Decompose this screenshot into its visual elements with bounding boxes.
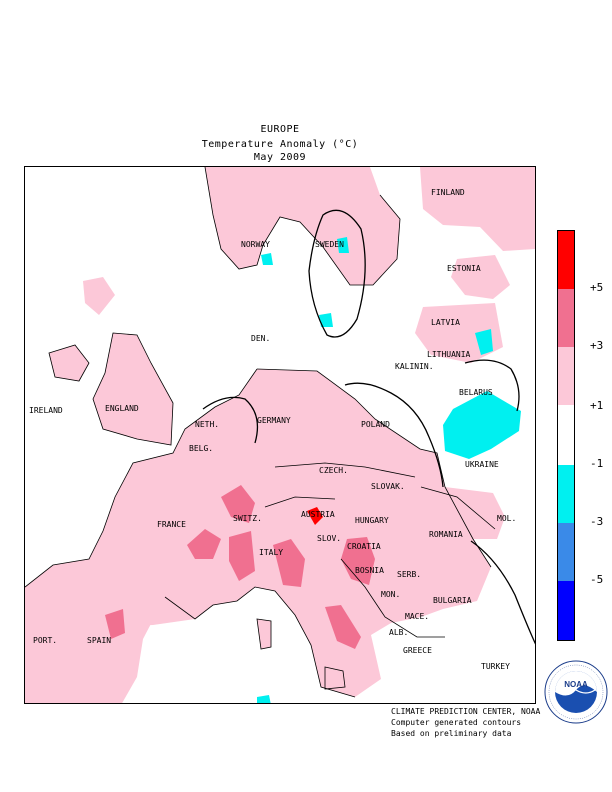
label-hungary: HUNGARY: [355, 516, 389, 525]
map-period: May 2009: [253, 152, 307, 163]
southern-france-hot-area: [187, 529, 221, 559]
belarus-ukraine-cold-area: [443, 391, 521, 459]
lithuania-cold-area: [475, 329, 493, 355]
label-sweden: SWEDEN: [315, 240, 344, 249]
spain-hot-area: [105, 609, 125, 639]
sicily-warm-area: [325, 667, 345, 689]
central-europe-contour: [344, 382, 444, 488]
legend-tick-plus3: +3: [590, 339, 604, 352]
label-bulgaria: BULGARIA: [433, 596, 472, 605]
label-mon: MON.: [381, 590, 401, 599]
label-mol: MOL.: [497, 514, 517, 523]
scandinavia-warm-area: [205, 167, 400, 285]
anomaly-map: FINLAND NORWAY SWEDEN ESTONIA LATVIA LIT…: [24, 166, 536, 704]
label-austria: AUSTRIA: [301, 510, 335, 519]
label-romania: ROMANIA: [429, 530, 463, 539]
finland-warm-area: [420, 167, 535, 251]
sardinia-warm-area: [257, 619, 271, 649]
benelux-contour: [202, 396, 259, 444]
norway-cold-area: [261, 253, 273, 265]
balkans-hot-area: [341, 537, 375, 585]
label-czech: CZECH.: [319, 466, 348, 475]
legend-swatch-above-5: [558, 231, 574, 289]
legend-swatch-neutral: [558, 405, 574, 465]
label-neth: NETH.: [195, 420, 220, 429]
label-greece: GREECE: [403, 646, 432, 655]
label-finland: FINLAND: [431, 188, 465, 197]
ireland-warm-area: [49, 345, 89, 381]
label-port: PORT.: [33, 636, 58, 645]
label-slovak: SLOVAK.: [371, 482, 405, 491]
label-england: ENGLAND: [105, 404, 139, 413]
label-spain: SPAIN: [87, 636, 112, 645]
black-sea-contour: [470, 540, 535, 645]
label-mace: MACE.: [405, 612, 430, 621]
legend-tick-minus1: -1: [590, 457, 604, 470]
label-bosnia: BOSNIA: [355, 566, 384, 575]
label-alb: ALB.: [389, 628, 409, 637]
sweden-contour: [308, 209, 366, 338]
britain-warm-area: [93, 333, 173, 445]
iberia-warm-area: [25, 567, 165, 703]
map-title: EUROPE: [260, 124, 300, 135]
label-croatia: CROATIA: [347, 542, 381, 551]
map-subtitle: Temperature Anomaly (°C): [201, 139, 359, 150]
estonia-warm-area: [451, 255, 510, 299]
label-turkey: TURKEY: [481, 662, 510, 671]
label-norway: NORWAY: [241, 240, 270, 249]
legend-tick-minus3: -3: [590, 515, 604, 528]
label-ireland: IRELAND: [29, 406, 63, 415]
hot-anomaly-areas: [105, 485, 375, 649]
legend-tick-plus5: +5: [590, 281, 604, 294]
label-latvia: LATVIA: [431, 318, 460, 327]
northwest-italy-hot-area: [229, 531, 255, 581]
credit-method: Computer generated contours: [391, 718, 522, 727]
noaa-logo-wordmark: NOAA: [564, 680, 588, 689]
coastlines-borders: [25, 167, 496, 698]
label-kalinin: KALININ.: [395, 362, 434, 371]
sweden-cold-area: [337, 237, 349, 253]
label-lithuania: LITHUANIA: [427, 350, 471, 359]
alps-hot-area: [221, 485, 255, 523]
legend-tick-plus1: +1: [590, 399, 604, 412]
label-poland: POLAND: [361, 420, 390, 429]
noaa-logo: NOAA: [544, 660, 608, 724]
zero-anomaly-contours: [202, 209, 535, 645]
label-germany: GERMANY: [257, 416, 291, 425]
label-den: DEN.: [251, 334, 271, 343]
legend-tick-minus5: -5: [590, 573, 604, 586]
label-ukraine: UKRAINE: [465, 460, 499, 469]
mediterranean-cold-area: [257, 695, 271, 703]
credit-source: CLIMATE PREDICTION CENTER, NOAA: [391, 707, 541, 716]
southern-sweden-cold-area: [319, 313, 333, 327]
cold-anomaly-areas: [257, 237, 521, 703]
scotland-warm-area: [83, 277, 115, 315]
label-serb: SERB.: [397, 570, 422, 579]
label-slov: SLOV.: [317, 534, 342, 543]
belarus-contour: [464, 359, 520, 412]
color-legend: [557, 230, 575, 641]
austria-record-warm-area: [307, 507, 323, 525]
legend-swatch-minus3-to-minus5: [558, 523, 574, 581]
credit-note: Based on preliminary data: [391, 729, 512, 738]
legend-swatch-below-minus5: [558, 581, 574, 640]
label-italy: ITALY: [259, 548, 284, 557]
southern-italy-hot-area: [325, 605, 361, 649]
label-france: FRANCE: [157, 520, 186, 529]
anomaly-map-canvas: [25, 167, 535, 703]
legend-swatch-3-to-5: [558, 289, 574, 347]
central-italy-hot-area: [273, 539, 305, 587]
label-belg: BELG.: [189, 444, 214, 453]
legend-swatch-minus1-to-minus3: [558, 465, 574, 523]
legend-swatch-1-to-3: [558, 347, 574, 405]
label-switz: SWITZ.: [233, 514, 262, 523]
label-estonia: ESTONIA: [447, 264, 481, 273]
label-belarus: BELARUS: [459, 388, 493, 397]
